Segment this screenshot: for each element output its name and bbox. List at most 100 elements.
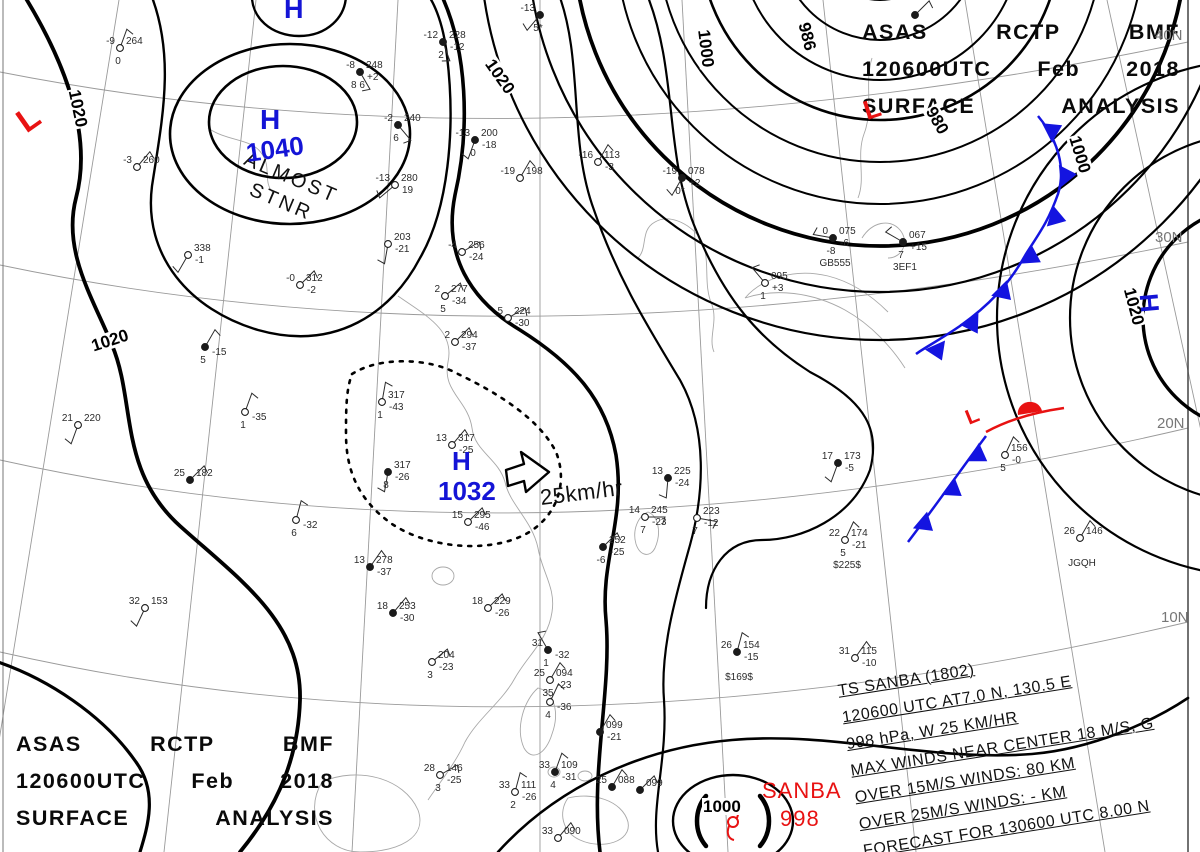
station-plot: 26 154-15 $169$ — [721, 631, 760, 683]
isobar — [250, 0, 347, 38]
station-dewpoint: -1 — [195, 255, 204, 266]
station-plot: 317-26 8 — [377, 460, 411, 493]
station-temperature: 33 — [539, 760, 551, 771]
wind-barb — [376, 184, 396, 199]
wind-barb — [461, 139, 476, 160]
station-symbol — [428, 658, 436, 666]
isobar — [496, 696, 1190, 852]
station-pressure: 115 — [861, 646, 877, 657]
station-pressure: 154 — [743, 640, 760, 651]
station-plot: -36 4 — [545, 683, 572, 721]
station-pressure: 278 — [376, 555, 393, 566]
wind-barb — [658, 477, 669, 499]
movement-arrow — [504, 450, 551, 494]
station-low-value: 6 — [291, 528, 297, 539]
wind-barb — [507, 307, 528, 319]
station-low-value: 7 — [640, 525, 646, 536]
station-pressure: 338 — [194, 243, 211, 254]
isobar — [995, 64, 1200, 572]
wind-barb — [381, 381, 393, 403]
station-plot: -13 200-18 0 — [456, 128, 498, 160]
station-plot: -4 256-24 — [448, 240, 485, 263]
station-pressure: 078 — [688, 166, 705, 177]
wind-barb — [244, 392, 259, 413]
station-dewpoint: -23 — [439, 662, 454, 673]
station-dewpoint: -35 — [252, 412, 267, 423]
station-symbol — [511, 788, 519, 796]
station-pressure: 090 — [564, 826, 581, 837]
station-temperature: 26 — [1064, 526, 1076, 537]
high-pressure-marker: H — [1133, 292, 1166, 314]
isobar — [752, 0, 1008, 81]
station-dewpoint: -34 — [452, 296, 467, 307]
station-low-value: -8 — [827, 246, 836, 257]
station-temperature: 18 — [472, 596, 484, 607]
station-temperature: 32 — [129, 596, 141, 607]
station-symbol — [356, 68, 364, 76]
station-dewpoint: -43 — [389, 402, 404, 413]
storm-name-label: SANBA — [762, 778, 842, 803]
station-symbol — [554, 834, 562, 842]
station-dewpoint: -10 — [862, 658, 877, 669]
station-dewpoint: +2 — [689, 178, 701, 189]
wind-barb — [514, 771, 528, 793]
station-pressure: 113 — [604, 150, 620, 161]
station-pressure: 264 — [126, 36, 143, 47]
station-symbol — [599, 543, 607, 551]
station-symbol — [851, 654, 859, 662]
station-symbol — [594, 158, 602, 166]
station-plot: 32 153 — [129, 596, 168, 627]
wind-barb — [602, 532, 622, 548]
station-symbol — [841, 536, 849, 544]
station-symbol — [544, 646, 552, 654]
station-low-value: 2 — [438, 50, 444, 61]
station-low-value: 3 — [435, 783, 441, 794]
station-temperature: -2 — [384, 113, 393, 124]
wind-barb — [554, 752, 569, 773]
station-pressure: 225 — [674, 466, 691, 477]
station-pressure: 223 — [703, 506, 720, 517]
station-pressure: 146 — [1086, 526, 1103, 537]
wind-barb — [172, 254, 189, 274]
cold-front-triangle — [991, 280, 1012, 301]
station-dewpoint: -12 — [704, 518, 719, 529]
station-symbol — [761, 279, 769, 287]
station-plot: -9 264 0 — [106, 28, 143, 67]
station-symbol — [458, 248, 466, 256]
isobar — [665, 0, 1095, 163]
station-pressure: 099 — [646, 778, 663, 789]
station-pressure: 277 — [451, 284, 468, 295]
isobar — [24, 0, 302, 852]
station-pressure: 075 — [839, 226, 856, 237]
wind-barb — [461, 241, 482, 253]
station-plot: -16 113-3 — [579, 143, 620, 173]
station-dewpoint: -21 — [395, 244, 410, 255]
station-pressure: 280 — [401, 173, 418, 184]
cold-front-triangle — [967, 442, 988, 462]
station-symbol — [451, 338, 459, 346]
wind-barb — [397, 124, 412, 144]
station-temperature: 2 — [434, 284, 440, 295]
wind-barb — [189, 465, 209, 481]
station-symbol — [74, 421, 82, 429]
wind-barb — [844, 521, 860, 541]
cold-front-south — [907, 435, 988, 543]
station-temperature: -8 — [346, 60, 355, 71]
station-dewpoint: -26 — [395, 472, 410, 483]
isobar — [621, 0, 1139, 205]
station-pressure: 109 — [561, 760, 578, 771]
station-symbol — [384, 240, 392, 248]
station-plot: 25 182 — [174, 465, 213, 484]
station-plot: -35 1 — [240, 392, 267, 431]
station-dewpoint: -46 — [475, 522, 490, 533]
wind-barb — [537, 630, 549, 651]
station-pressure: 111 — [521, 780, 537, 791]
station-temperature: -13 — [521, 3, 536, 14]
station-symbol — [596, 728, 604, 736]
station-low-value: 7 — [692, 526, 698, 537]
wind-barb — [914, 0, 934, 16]
station-code: 3EF1 — [893, 262, 917, 273]
